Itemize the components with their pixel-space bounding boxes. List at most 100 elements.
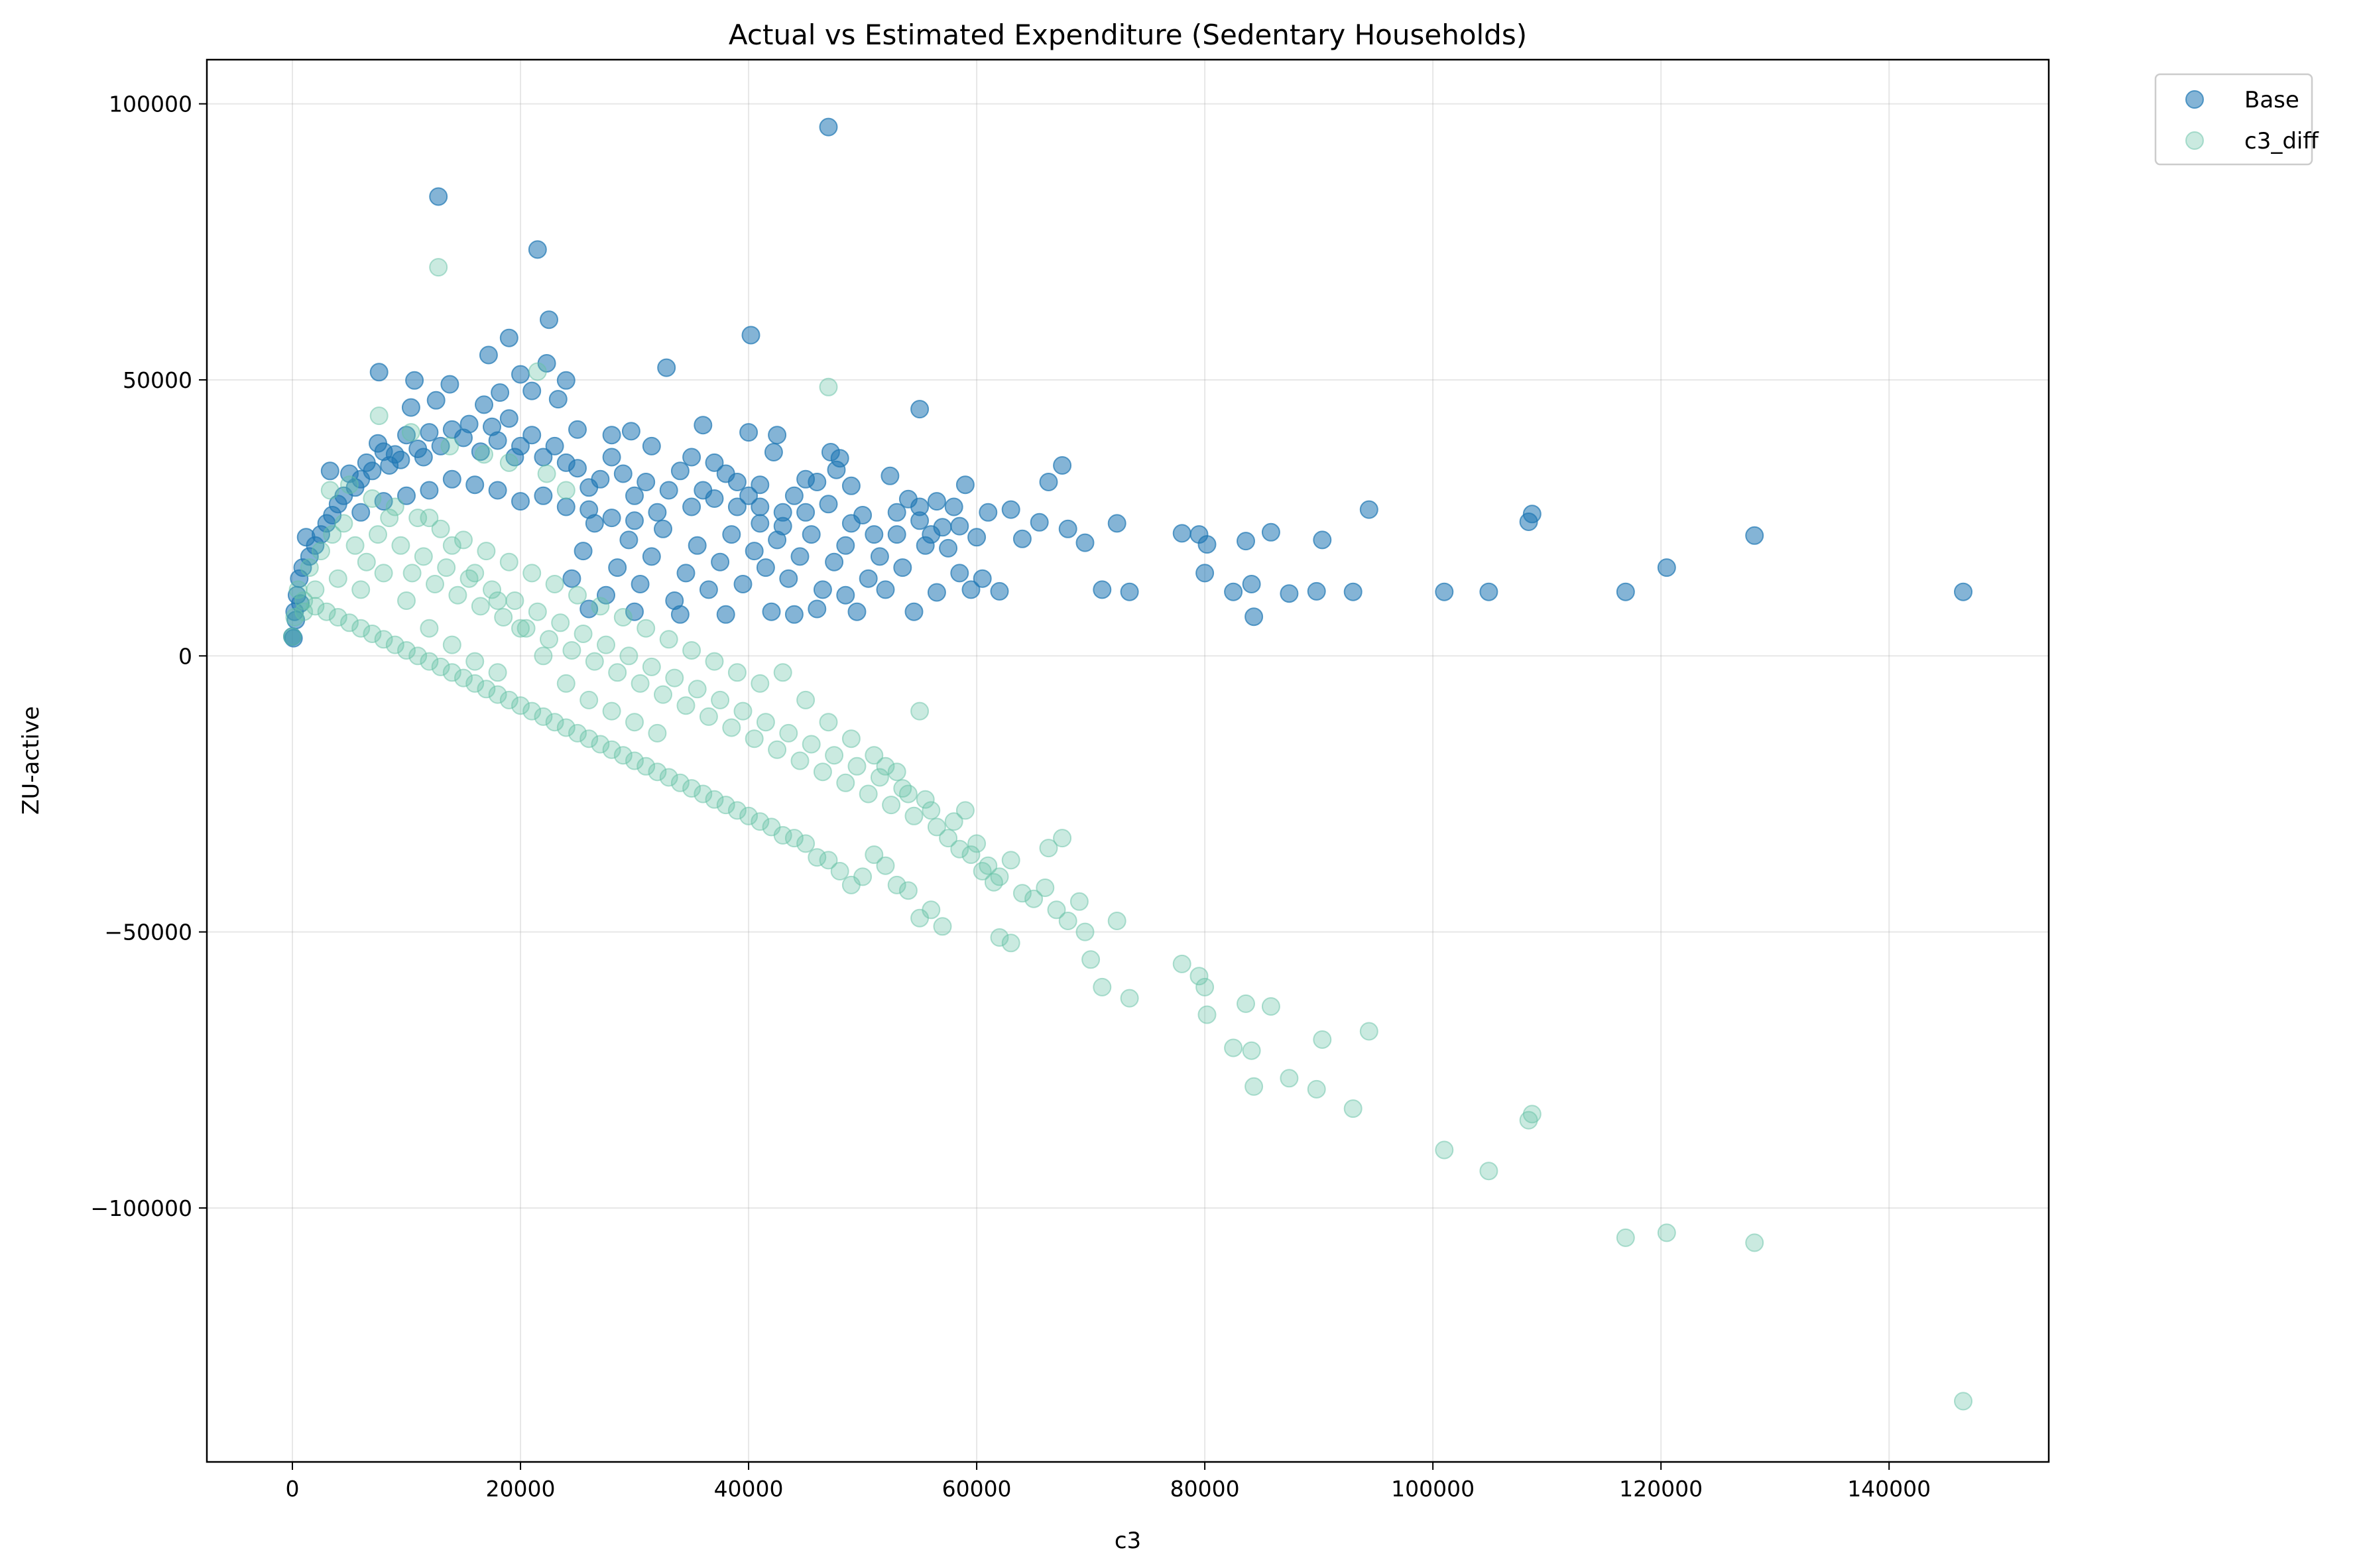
data-point xyxy=(784,605,804,624)
data-point xyxy=(1075,533,1095,552)
data-point xyxy=(876,756,895,776)
data-point xyxy=(659,481,678,500)
data-point xyxy=(613,608,633,627)
data-point xyxy=(705,790,724,809)
data-point xyxy=(733,701,753,721)
data-point xyxy=(556,481,576,500)
data-point xyxy=(711,690,730,709)
x-tick-label: 40000 xyxy=(714,1476,784,1502)
x-tick-label: 60000 xyxy=(942,1476,1012,1502)
data-point xyxy=(1039,473,1058,491)
data-point xyxy=(727,801,747,820)
data-point xyxy=(602,701,621,721)
y-axis-label: ZU-active xyxy=(18,706,44,815)
data-point xyxy=(910,511,930,530)
data-point xyxy=(682,641,701,660)
data-point xyxy=(1242,1041,1261,1060)
data-point xyxy=(1069,892,1089,911)
data-point xyxy=(1053,456,1072,475)
data-point xyxy=(1244,1077,1264,1096)
data-point xyxy=(488,481,507,500)
data-point xyxy=(385,497,404,516)
data-point xyxy=(751,812,770,831)
data-point xyxy=(540,630,558,649)
data-point xyxy=(841,476,861,495)
data-point xyxy=(967,834,987,853)
data-point xyxy=(625,602,644,621)
data-point xyxy=(511,619,530,638)
x-tick-label: 120000 xyxy=(1619,1476,1703,1502)
data-point xyxy=(1237,994,1255,1013)
data-point xyxy=(950,516,969,536)
data-point xyxy=(1280,584,1299,603)
data-point xyxy=(642,657,661,676)
data-point xyxy=(401,398,420,417)
data-point xyxy=(522,564,542,583)
data-point xyxy=(654,519,672,538)
y-tick-label: 0 xyxy=(178,643,192,669)
data-point xyxy=(437,558,456,577)
data-point xyxy=(927,492,946,511)
data-point xyxy=(483,417,501,436)
data-point xyxy=(751,514,770,533)
data-point xyxy=(1954,582,1972,601)
data-point xyxy=(1224,1038,1243,1057)
data-point xyxy=(1093,977,1112,996)
data-point xyxy=(1261,997,1280,1016)
data-point xyxy=(442,635,461,654)
legend-label-base: Base xyxy=(2244,87,2299,113)
data-point xyxy=(916,790,935,809)
data-point xyxy=(374,630,393,649)
data-point xyxy=(420,619,439,638)
data-point xyxy=(562,641,581,660)
data-point xyxy=(357,552,376,572)
data-point xyxy=(551,613,570,633)
data-point xyxy=(802,525,821,544)
data-point xyxy=(499,409,518,428)
data-point xyxy=(876,856,895,875)
data-point xyxy=(705,652,724,671)
data-point xyxy=(973,862,992,880)
x-tick-label: 20000 xyxy=(486,1476,556,1502)
data-point xyxy=(1242,575,1261,593)
data-point xyxy=(768,740,787,759)
data-point xyxy=(414,547,433,566)
data-point xyxy=(465,652,485,671)
data-point xyxy=(585,652,604,671)
data-point xyxy=(762,817,781,837)
data-point xyxy=(613,464,633,483)
data-point xyxy=(613,746,633,765)
data-point xyxy=(705,453,724,472)
data-point xyxy=(475,445,493,464)
legend: Base c3_diff xyxy=(2154,73,2319,166)
data-point xyxy=(773,663,792,682)
data-point xyxy=(990,581,1009,601)
data-point xyxy=(1075,922,1095,941)
data-point xyxy=(676,696,696,715)
data-point xyxy=(1435,582,1454,601)
data-point xyxy=(568,585,587,605)
data-point xyxy=(579,690,599,709)
data-point xyxy=(465,475,485,495)
data-point xyxy=(1261,522,1280,542)
data-point xyxy=(597,635,615,654)
data-point xyxy=(545,713,564,732)
data-point xyxy=(973,569,992,588)
data-point xyxy=(477,542,496,561)
data-point xyxy=(841,729,861,749)
data-point xyxy=(511,696,530,715)
data-point xyxy=(910,908,930,928)
data-point xyxy=(893,779,912,798)
data-point xyxy=(528,602,547,621)
data-point xyxy=(1012,884,1032,903)
data-point xyxy=(637,756,656,776)
data-point xyxy=(1745,1233,1764,1252)
data-point xyxy=(369,406,389,426)
data-point xyxy=(602,740,621,759)
data-point xyxy=(591,735,610,754)
data-point xyxy=(1657,558,1676,577)
data-point xyxy=(790,751,810,770)
data-point xyxy=(429,187,448,206)
data-point xyxy=(548,390,568,409)
data-point xyxy=(488,663,507,682)
